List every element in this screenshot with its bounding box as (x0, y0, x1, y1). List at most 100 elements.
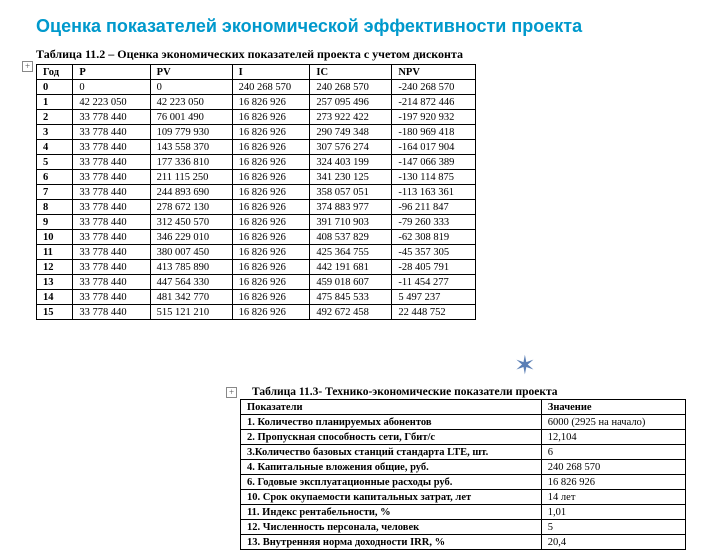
cell: 481 342 770 (150, 290, 232, 305)
cell: 240 268 570 (232, 80, 310, 95)
col-header: PV (150, 65, 232, 80)
cell: 425 364 755 (310, 245, 392, 260)
cell: 10 (37, 230, 73, 245)
table2-container: + Таблица 11.3- Технико-экономические по… (240, 386, 686, 550)
cell: 4. Капитальные вложения общие, руб. (241, 460, 542, 475)
cell: -130 114 875 (392, 170, 476, 185)
cell: 13. Внутренняя норма доходности IRR, % (241, 535, 542, 550)
cell: -240 268 570 (392, 80, 476, 95)
cell: -113 163 361 (392, 185, 476, 200)
table-row: 11. Индекс рентабельности, %1,01 (241, 505, 686, 520)
cell: 42 223 050 (73, 95, 150, 110)
cell: 22 448 752 (392, 305, 476, 320)
table-row: 1233 778 440413 785 89016 826 926442 191… (37, 260, 476, 275)
cell: 109 779 930 (150, 125, 232, 140)
cell: 143 558 370 (150, 140, 232, 155)
table-row: 1133 778 440380 007 45016 826 926425 364… (37, 245, 476, 260)
cell: 1 (37, 95, 73, 110)
table-row: 3.Количество базовых станций стандарта L… (241, 445, 686, 460)
table-row: 2. Пропускная способность сети, Гбит/с12… (241, 430, 686, 445)
cell: 33 778 440 (73, 260, 150, 275)
cell: 312 450 570 (150, 215, 232, 230)
table-row: 1533 778 440515 121 21016 826 926492 672… (37, 305, 476, 320)
cell: 16 826 926 (232, 305, 310, 320)
cell: 16 826 926 (541, 475, 685, 490)
cell: 33 778 440 (73, 245, 150, 260)
cell: 278 672 130 (150, 200, 232, 215)
table-row: 633 778 440211 115 25016 826 926341 230 … (37, 170, 476, 185)
table-row: 933 778 440312 450 57016 826 926391 710 … (37, 215, 476, 230)
table-row: 4. Капитальные вложения общие, руб.240 2… (241, 460, 686, 475)
table-row: 433 778 440143 558 37016 826 926307 576 … (37, 140, 476, 155)
table-row: 1333 778 440447 564 33016 826 926459 018… (37, 275, 476, 290)
cell: 33 778 440 (73, 215, 150, 230)
table-row: 333 778 440109 779 93016 826 926290 749 … (37, 125, 476, 140)
cell: 5 (37, 155, 73, 170)
cell: 33 778 440 (73, 125, 150, 140)
table-row: 1033 778 440346 229 01016 826 926408 537… (37, 230, 476, 245)
table-row: 000240 268 570240 268 570-240 268 570 (37, 80, 476, 95)
cell: 16 826 926 (232, 260, 310, 275)
cell: 14 лет (541, 490, 685, 505)
cell: -11 454 277 (392, 275, 476, 290)
col-header: Значение (541, 400, 685, 415)
table1: ГодPPVIICNPV000240 268 570240 268 570-24… (36, 64, 476, 320)
cell: 16 826 926 (232, 140, 310, 155)
star-icon: ✶ (514, 351, 536, 381)
table1-caption: Таблица 11.2 – Оценка экономических пока… (36, 47, 476, 62)
cell: 4 (37, 140, 73, 155)
cell: 16 826 926 (232, 170, 310, 185)
col-header: IC (310, 65, 392, 80)
cell: -214 872 446 (392, 95, 476, 110)
cell: 11. Индекс рентабельности, % (241, 505, 542, 520)
cell: 16 826 926 (232, 110, 310, 125)
cell: -180 969 418 (392, 125, 476, 140)
cell: 2. Пропускная способность сети, Гбит/с (241, 430, 542, 445)
cell: 16 826 926 (232, 155, 310, 170)
cell: 177 336 810 (150, 155, 232, 170)
table-row: 12. Численность персонала, человек5 (241, 520, 686, 535)
cell: 2 (37, 110, 73, 125)
cell: 33 778 440 (73, 275, 150, 290)
cell: 413 785 890 (150, 260, 232, 275)
cell: 492 672 458 (310, 305, 392, 320)
cell: 1. Количество планируемых абонентов (241, 415, 542, 430)
cell: 358 057 051 (310, 185, 392, 200)
expand-icon[interactable]: + (226, 387, 237, 398)
cell: 442 191 681 (310, 260, 392, 275)
cell: 33 778 440 (73, 185, 150, 200)
cell: 244 893 690 (150, 185, 232, 200)
cell: 6 (541, 445, 685, 460)
cell: -96 211 847 (392, 200, 476, 215)
cell: 0 (150, 80, 232, 95)
table-row: 10. Срок окупаемости капитальных затрат,… (241, 490, 686, 505)
cell: 447 564 330 (150, 275, 232, 290)
col-header: Показатели (241, 400, 542, 415)
cell: 14 (37, 290, 73, 305)
cell: 16 826 926 (232, 230, 310, 245)
col-header: Год (37, 65, 73, 80)
cell: 9 (37, 215, 73, 230)
table2: ПоказателиЗначение1. Количество планируе… (240, 399, 686, 550)
cell: 12. Численность персонала, человек (241, 520, 542, 535)
cell: 6000 (2925 на начало) (541, 415, 685, 430)
cell: 33 778 440 (73, 230, 150, 245)
cell: 5 497 237 (392, 290, 476, 305)
cell: 408 537 829 (310, 230, 392, 245)
cell: 16 826 926 (232, 125, 310, 140)
cell: 7 (37, 185, 73, 200)
cell: 33 778 440 (73, 305, 150, 320)
cell: 3.Количество базовых станций стандарта L… (241, 445, 542, 460)
cell: 515 121 210 (150, 305, 232, 320)
table2-caption: Таблица 11.3- Технико-экономические пока… (240, 386, 686, 398)
table-row: 833 778 440278 672 13016 826 926374 883 … (37, 200, 476, 215)
expand-icon[interactable]: + (22, 61, 33, 72)
col-header: P (73, 65, 150, 80)
cell: 341 230 125 (310, 170, 392, 185)
cell: 374 883 977 (310, 200, 392, 215)
page-title: Оценка показателей экономической эффекти… (0, 0, 720, 47)
table-row: 13. Внутренняя норма доходности IRR, %20… (241, 535, 686, 550)
col-header: NPV (392, 65, 476, 80)
cell: 33 778 440 (73, 290, 150, 305)
cell: 42 223 050 (150, 95, 232, 110)
